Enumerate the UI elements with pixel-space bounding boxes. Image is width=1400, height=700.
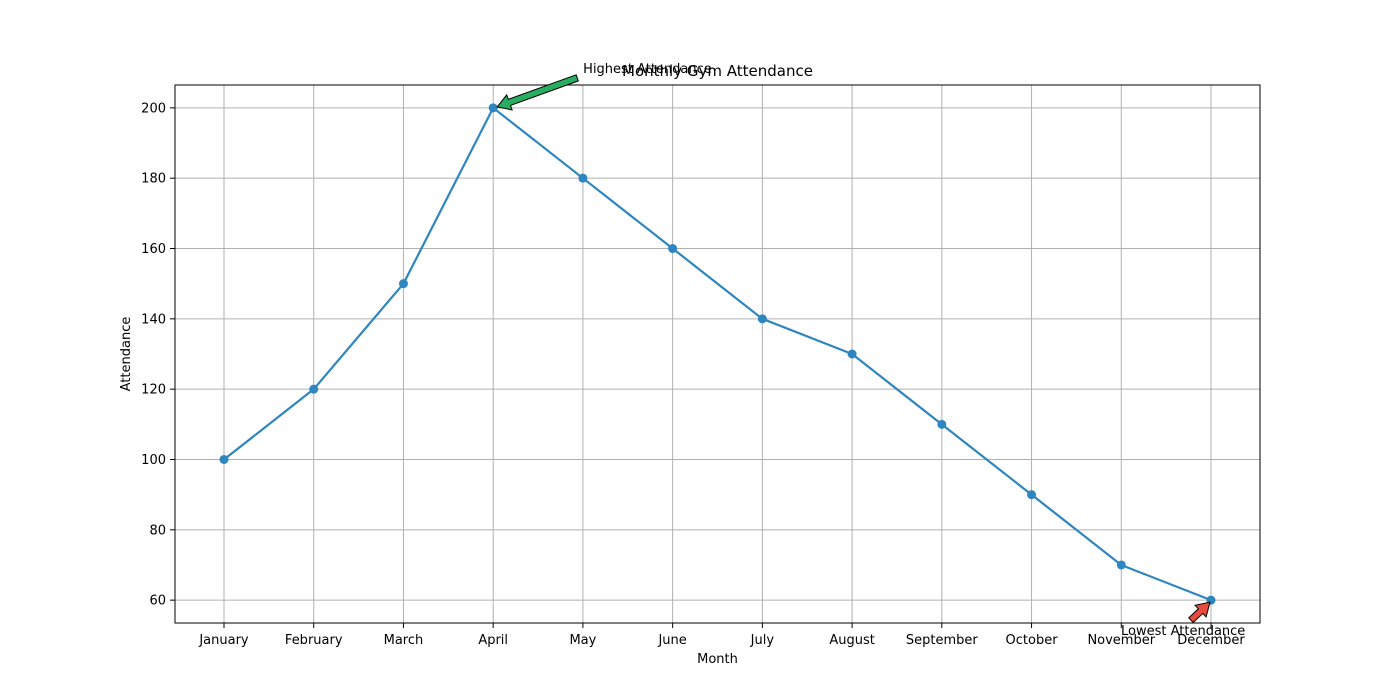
- x-tick-label: September: [906, 633, 979, 648]
- y-tick-label: 80: [149, 523, 166, 538]
- y-tick-label: 120: [141, 383, 166, 398]
- y-axis-label: Attendance: [119, 317, 134, 392]
- x-tick-label: October: [1006, 633, 1059, 648]
- data-point: [757, 314, 767, 324]
- data-point: [578, 173, 588, 183]
- y-tick-label: 140: [141, 312, 166, 327]
- chart-title: Monthly Gym Attendance: [622, 62, 813, 80]
- x-axis-ticks: January February March April May June July Augu…: [198, 623, 1245, 648]
- x-tick-label: July: [750, 633, 775, 648]
- x-tick-label: December: [1177, 633, 1245, 648]
- x-axis-label: Month: [697, 652, 738, 667]
- series-line-layer: [223, 106, 1212, 602]
- data-point: [488, 103, 498, 113]
- x-tick-label: June: [657, 633, 686, 648]
- x-tick-label: March: [384, 633, 424, 648]
- x-tick-label: February: [285, 633, 343, 648]
- grid: [175, 85, 1260, 623]
- data-points: [219, 103, 1216, 605]
- data-point: [668, 244, 678, 254]
- x-tick-label: August: [829, 633, 875, 648]
- y-tick-label: 200: [141, 101, 166, 116]
- series-line: [223, 106, 1212, 602]
- annotation-label: Lowest Attendance: [1121, 624, 1245, 639]
- x-tick-label: November: [1087, 633, 1155, 648]
- y-tick-label: 100: [141, 453, 166, 468]
- y-tick-label: 160: [141, 242, 166, 257]
- y-tick-label: 180: [141, 172, 166, 187]
- annotation-arrow: [1188, 601, 1211, 624]
- x-tick-label: May: [569, 633, 596, 648]
- annotation-label: Highest Attendance: [583, 62, 712, 77]
- annotation-arrow: [496, 74, 579, 111]
- annotations: Highest Attendance Lowest Attendance: [496, 62, 1245, 639]
- data-point: [398, 279, 408, 289]
- x-tick-label: January: [198, 633, 249, 648]
- data-point: [937, 419, 947, 429]
- x-tick-label: April: [478, 633, 508, 648]
- data-point: [1116, 560, 1126, 570]
- plot-frame: [174, 84, 1261, 624]
- data-point: [1027, 490, 1037, 500]
- data-point: [219, 454, 229, 464]
- data-point: [847, 349, 857, 359]
- data-point: [309, 384, 319, 394]
- y-tick-label: 60: [149, 594, 166, 609]
- y-axis-ticks: 60 80 100 120 140 160 180 200: [141, 101, 175, 609]
